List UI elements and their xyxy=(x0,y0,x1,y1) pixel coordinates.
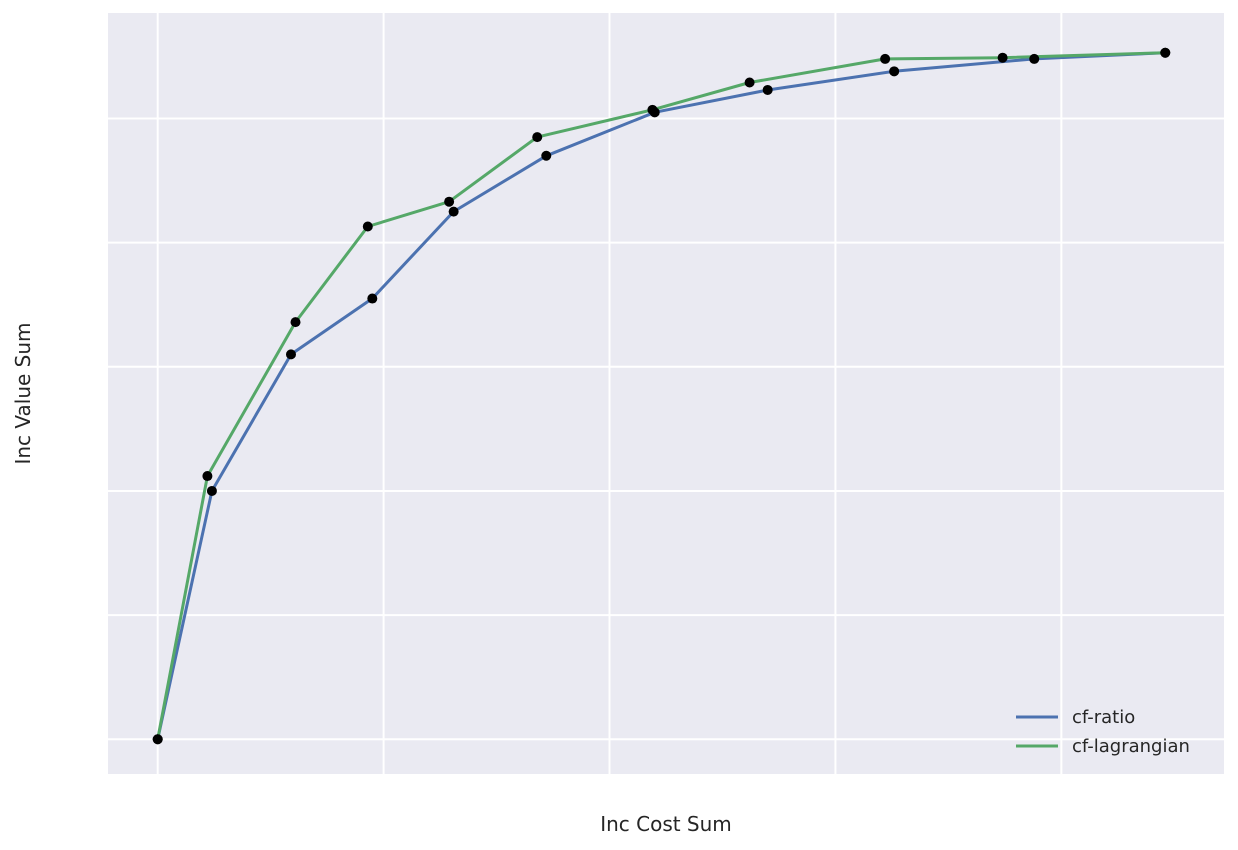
data-point-cf-lagrangian xyxy=(1160,47,1171,58)
data-point-cf-lagrangian xyxy=(362,221,373,232)
data-point-cf-lagrangian xyxy=(202,471,213,482)
data-point-cf-ratio xyxy=(206,485,217,496)
data-points xyxy=(152,47,1171,745)
legend-label-cf-ratio: cf-ratio xyxy=(1072,707,1135,728)
legend: cf-ratio cf-lagrangian xyxy=(1016,707,1190,757)
data-point-cf-lagrangian xyxy=(290,317,301,328)
grid xyxy=(108,13,1224,774)
x-axis-label: Inc Cost Sum xyxy=(600,812,732,836)
plot-area xyxy=(108,13,1224,774)
data-point-cf-lagrangian xyxy=(152,734,163,745)
y-axis-label: Inc Value Sum xyxy=(11,322,35,464)
data-point-cf-lagrangian xyxy=(444,196,455,207)
data-point-cf-lagrangian xyxy=(997,52,1008,63)
data-point-cf-ratio xyxy=(448,206,459,217)
data-point-cf-lagrangian xyxy=(744,77,755,88)
data-point-cf-ratio xyxy=(367,293,378,304)
data-point-cf-ratio xyxy=(889,66,900,77)
data-point-cf-lagrangian xyxy=(880,53,891,64)
data-point-cf-ratio xyxy=(762,84,773,95)
data-point-cf-ratio xyxy=(1029,53,1040,64)
data-point-cf-lagrangian xyxy=(532,132,543,143)
data-point-cf-lagrangian xyxy=(647,104,658,115)
legend-label-cf-lagrangian: cf-lagrangian xyxy=(1072,736,1190,757)
data-point-cf-ratio xyxy=(541,150,552,161)
data-point-cf-ratio xyxy=(285,349,296,360)
